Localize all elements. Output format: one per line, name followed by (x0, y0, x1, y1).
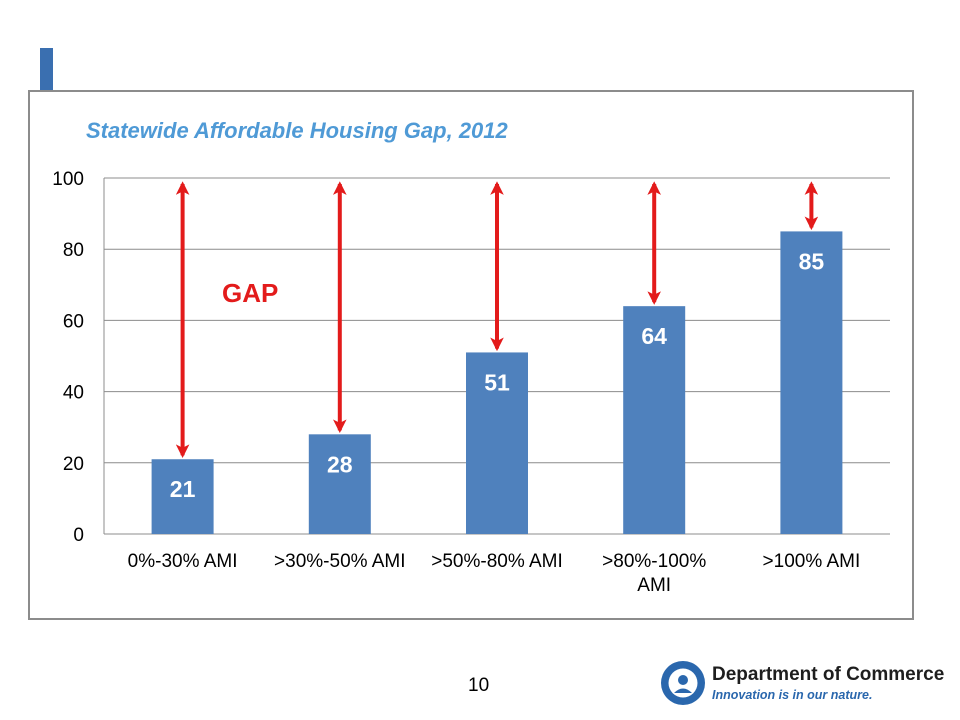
x-category-label: >50%-80% AMI (431, 551, 563, 572)
bar-data-label: 64 (641, 323, 667, 349)
x-category-label: >80%-100% AMI (602, 551, 706, 596)
logo-tagline: Innovation is in our nature. (712, 688, 873, 702)
bar-data-label: 85 (799, 248, 825, 274)
bar (780, 231, 843, 534)
bar (151, 459, 214, 534)
y-tick-label: 100 (52, 169, 84, 190)
bar-data-label: 28 (327, 451, 353, 477)
bar-chart: 0 20 40 60 80 100 21 0%-30% AMI 28 >30%-50% AMI 51… (52, 169, 890, 596)
bar (466, 352, 528, 534)
bar (623, 306, 686, 534)
bar-data-label: 51 (484, 369, 510, 395)
x-category-label: >100% AMI (763, 551, 861, 572)
washington-seal-logo (661, 661, 705, 705)
page-number: 10 (468, 675, 490, 696)
bar-data-label: 21 (170, 476, 196, 502)
y-tick-label: 0 (73, 525, 84, 546)
y-tick-label: 40 (63, 383, 84, 404)
slide-accent-bar (40, 48, 53, 90)
gap-annotation: GAP (222, 278, 278, 308)
x-category-label: >30%-50% AMI (274, 551, 406, 572)
y-tick-label: 60 (63, 311, 84, 332)
x-category-label: 0%-30% AMI (128, 551, 238, 572)
bar (308, 434, 371, 534)
logo-department-name: Department of Commerce (712, 664, 945, 685)
y-tick-label: 20 (63, 454, 84, 475)
y-tick-label: 80 (63, 240, 84, 261)
chart-frame: Statewide Affordable Housing Gap, 2012 0… (28, 90, 914, 620)
chart-title: Statewide Affordable Housing Gap, 2012 (86, 118, 508, 143)
